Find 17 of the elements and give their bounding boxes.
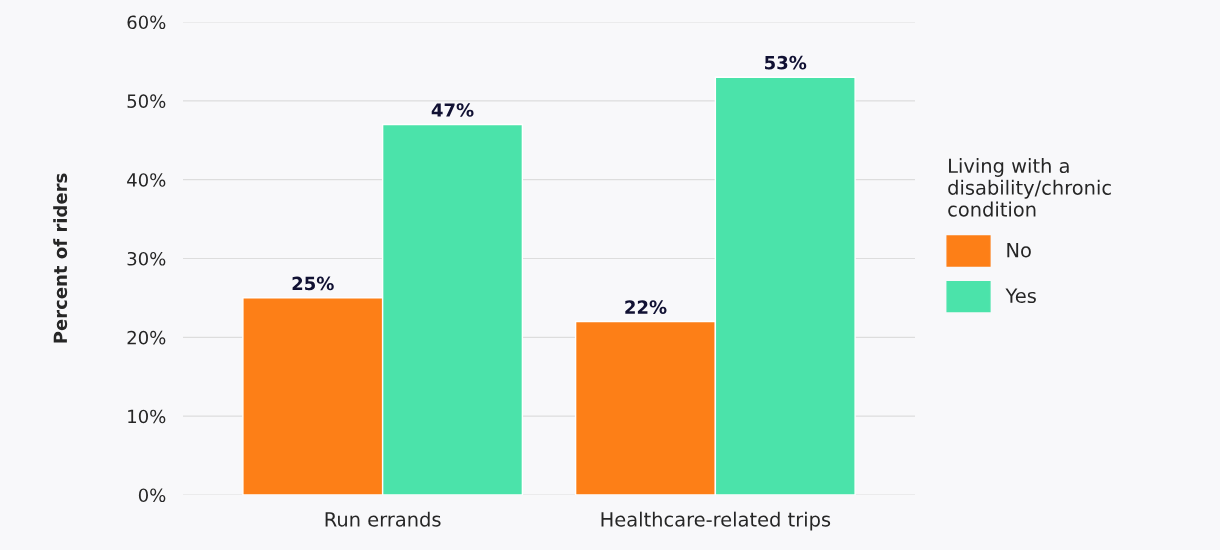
legend-label: No (1007, 243, 1031, 258)
legend-title: Living with a disability/chronic condition (948, 158, 1111, 217)
y-tick-label: 60% (127, 15, 166, 30)
legend-label: Yes (1005, 288, 1036, 304)
y-tick-label: 50% (127, 94, 166, 108)
y-tick-label: 10% (128, 409, 166, 424)
y-tick-label: 30% (127, 251, 166, 266)
x-tick-label: Run errands (325, 511, 441, 527)
data-label: 22% (625, 300, 667, 314)
y-tick-label: 20% (127, 330, 166, 345)
x-tick-label: Healthcare-related trips (601, 511, 831, 531)
y-axis-title: Percent of riders (53, 173, 68, 343)
data-label: 47% (431, 103, 474, 117)
data-label: 25% (292, 276, 334, 291)
y-tick-label: 0% (138, 488, 166, 503)
y-tick-label: 40% (127, 173, 166, 187)
data-label: 53% (765, 55, 807, 70)
